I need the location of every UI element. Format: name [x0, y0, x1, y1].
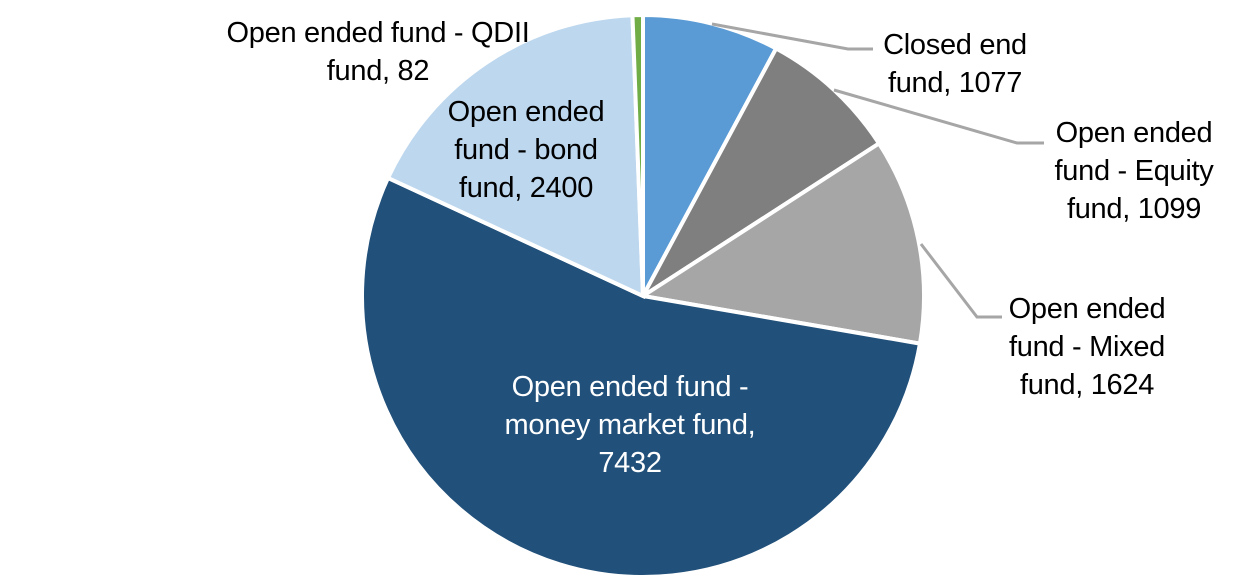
label-qdii-fund-line-1: Open ended fund - QDII	[226, 17, 530, 49]
pie-slice-closed-end-fund	[641, 12, 779, 297]
leader-equity-fund	[833, 88, 1044, 145]
label-equity-fund-line-2: fund - Equity	[1054, 155, 1214, 187]
label-qdii-fund-line-2: fund, 82	[326, 55, 430, 87]
label-equity-fund-line-1: Open ended	[1055, 117, 1213, 149]
label-bond-fund-line-3: fund, 2400	[458, 172, 594, 204]
label-money-market-fund-line-3: 7432	[598, 447, 662, 479]
label-mixed-fund-line-3: fund, 1624	[1019, 369, 1155, 401]
pie-slice-open-ended-bond-fund	[385, 13, 646, 300]
label-mixed-fund: Open ended fund - Mixed fund, 1624	[1009, 290, 1166, 404]
pie-slice-open-ended-mixed-fund	[637, 140, 926, 346]
label-bond-fund-line-2: fund - bond	[454, 134, 598, 166]
leader-closed-end-fund	[711, 22, 873, 51]
label-equity-fund: Open ended fund - Equity fund, 1099	[1055, 114, 1214, 228]
label-mixed-fund-line-1: Open ended	[1008, 293, 1166, 325]
pie-slice-open-ended-qdii-fund	[630, 12, 645, 297]
label-mixed-fund-line-2: fund - Mixed	[1009, 331, 1165, 363]
label-bond-fund-line-1: Open ended	[447, 96, 605, 128]
label-money-market-fund-line-1: Open ended fund -	[511, 371, 749, 403]
label-closed-end-fund: Closed end fund, 1077	[883, 26, 1027, 102]
label-equity-fund-line-3: fund, 1099	[1066, 193, 1202, 225]
label-money-market-fund-line-2: money market fund,	[504, 409, 756, 441]
label-closed-end-fund-line-2: fund, 1077	[887, 67, 1023, 99]
label-qdii-fund: Open ended fund - QDII fund, 82	[227, 14, 530, 90]
label-bond-fund: Open ended fund - bond fund, 2400	[448, 93, 605, 207]
label-money-market-fund: Open ended fund - money market fund, 7432	[505, 368, 756, 482]
label-closed-end-fund-line-1: Closed end	[883, 29, 1027, 61]
leader-mixed-fund	[919, 243, 1002, 319]
pie-slice-open-ended-money-market-fund	[360, 175, 923, 579]
pie-slice-open-ended-equity-fund	[641, 45, 882, 298]
